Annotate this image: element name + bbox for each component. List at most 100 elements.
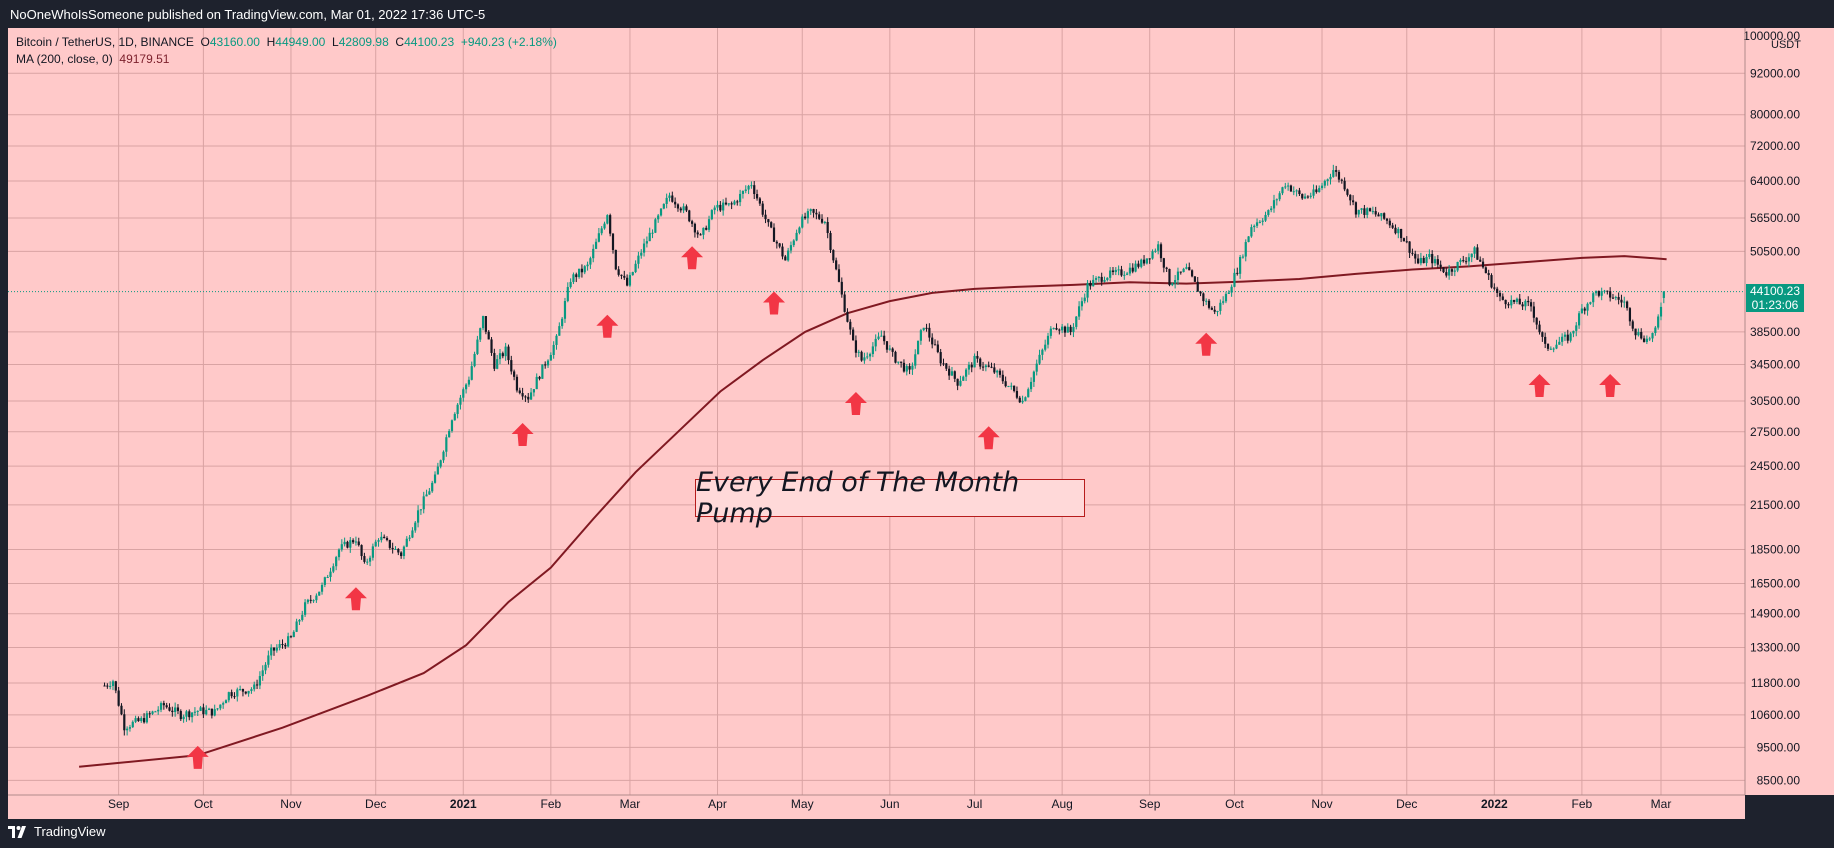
candle-body — [651, 232, 654, 234]
candle-body — [320, 584, 324, 592]
candle-body — [1182, 268, 1185, 273]
candle-body — [1148, 258, 1151, 260]
tradingview-brand[interactable]: TradingView — [8, 824, 106, 839]
tradingview-logo-icon — [8, 825, 26, 838]
candle-body — [1077, 306, 1081, 317]
candle-body — [868, 354, 872, 357]
candle-body — [1340, 179, 1343, 181]
candle-body — [1326, 179, 1329, 181]
candle-body — [1075, 316, 1078, 327]
candle-body — [498, 353, 502, 360]
candle-body — [1535, 317, 1538, 325]
candle-body — [1298, 190, 1301, 195]
candle-body — [1270, 208, 1273, 211]
candle-body — [818, 214, 821, 219]
candle-body — [385, 538, 389, 541]
candle-body — [1640, 331, 1643, 339]
candle-body — [1623, 301, 1626, 303]
candle-body — [1642, 338, 1646, 342]
candle-body — [1123, 274, 1126, 276]
last-price-tag: 44100.23 01:23:06 — [1746, 283, 1804, 312]
candle-body — [634, 263, 637, 273]
candle-body — [849, 321, 852, 330]
candle-body — [507, 346, 510, 361]
candle-body — [1284, 186, 1287, 188]
candle-body — [1628, 308, 1632, 322]
candle-body — [456, 404, 459, 414]
candle-body — [261, 670, 264, 677]
time-tick-label: Nov — [1311, 797, 1332, 811]
candle-body — [1292, 191, 1295, 193]
candle-body — [640, 252, 643, 256]
candle-body — [470, 366, 473, 380]
candle-body — [501, 353, 504, 357]
candle-body — [809, 209, 812, 212]
candle-body — [1529, 302, 1533, 307]
symbol-legend-row[interactable]: Bitcoin / TetherUS, 1D, BINANCE O43160.0… — [16, 34, 557, 51]
candle-body — [1312, 189, 1315, 196]
candle-body — [733, 201, 736, 205]
candle-body — [270, 647, 273, 656]
candle-body — [535, 376, 538, 390]
candle-body — [239, 689, 242, 691]
candle-body — [425, 494, 428, 497]
candle-body — [1600, 291, 1603, 296]
candle-body — [210, 708, 213, 716]
candle-body — [1046, 335, 1050, 345]
candle-body — [224, 700, 228, 704]
annotation-box[interactable]: Every End of The Month Pump — [695, 467, 1085, 529]
candle-body — [241, 689, 245, 692]
candle-body — [964, 369, 968, 377]
time-tick-label: Sep — [1139, 797, 1161, 811]
candle-body — [142, 718, 146, 723]
candle-body — [1049, 328, 1052, 336]
candle-body — [1408, 241, 1411, 253]
candle-body — [1518, 298, 1521, 305]
ma-legend-row[interactable]: MA (200, close, 0) 49179.51 — [16, 51, 557, 68]
axes-layer: 8500.00 9500.00 10600.00 11800.00 13300.00 14… — [8, 28, 1801, 811]
candle-body — [981, 366, 985, 368]
candle-body — [1626, 301, 1629, 309]
candle-body — [998, 370, 1002, 375]
candle-body — [1258, 221, 1261, 223]
candle-body — [428, 491, 431, 495]
publish-header: NoOneWhoIsSomeone published on TradingVi… — [0, 0, 1834, 28]
candle-body — [275, 647, 278, 651]
candle-body — [1058, 329, 1061, 331]
candle-body — [1450, 269, 1454, 272]
candle-body — [1142, 259, 1146, 264]
candle-body — [309, 599, 312, 601]
candle-body — [1657, 316, 1660, 328]
candle-body — [391, 547, 394, 550]
time-tick-label: Nov — [280, 797, 301, 811]
candle-body — [1555, 344, 1558, 349]
candle-body — [1654, 327, 1657, 333]
candle-body — [705, 227, 708, 230]
candle-body — [919, 330, 922, 341]
time-tick-label: Mar — [620, 797, 641, 811]
candle-body — [580, 268, 584, 273]
candle-body — [1394, 227, 1397, 234]
candle-body — [1476, 247, 1479, 260]
candle-body — [1029, 381, 1033, 390]
candle-body — [631, 272, 634, 276]
candle-body — [900, 361, 903, 363]
pump-arrow-icon — [844, 392, 867, 416]
candle-body — [583, 266, 586, 273]
candle-body — [592, 248, 595, 259]
candle-body — [603, 223, 606, 229]
candle-body — [931, 337, 934, 345]
candle-body — [419, 509, 423, 511]
candle-body — [1493, 287, 1496, 289]
candle-body — [1515, 298, 1519, 302]
candle-body — [1171, 283, 1174, 286]
price-tick-label: 9500.00 — [1757, 740, 1801, 754]
candle-body — [1504, 299, 1507, 305]
candle-body — [575, 274, 578, 278]
candle-body — [852, 329, 855, 341]
annotation-text: Every End of The Month Pump — [696, 467, 1020, 529]
candle-body — [1662, 291, 1665, 298]
candle-body — [914, 354, 917, 366]
high-label: H — [266, 35, 276, 49]
